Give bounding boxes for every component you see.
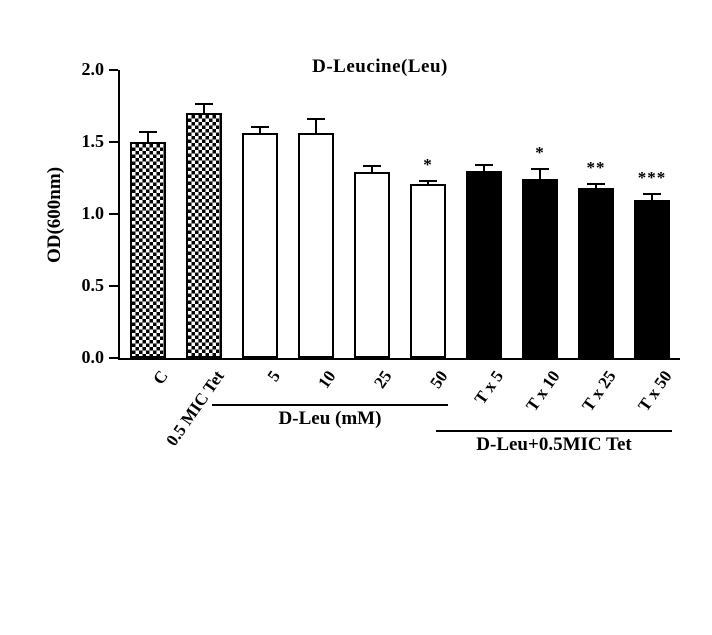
bar xyxy=(242,133,278,358)
error-bar-line xyxy=(259,127,261,133)
chart-title: D-Leucine(Leu) xyxy=(312,56,448,77)
y-tick-label: 0.0 xyxy=(81,347,105,367)
error-bar-line xyxy=(651,194,653,200)
x-tick-label: C xyxy=(148,367,172,388)
error-bar-cap xyxy=(363,165,381,167)
bar xyxy=(522,179,558,358)
x-tick-label: 50 xyxy=(426,367,452,392)
y-tick-label: 1.5 xyxy=(81,131,105,151)
error-bar-cap xyxy=(643,193,661,195)
error-bar-line xyxy=(371,166,373,172)
x-tick-label: 10 xyxy=(314,367,340,392)
y-axis-line xyxy=(118,70,120,358)
group-label: D-Leu+0.5MIC Tet xyxy=(476,434,632,455)
bar xyxy=(354,172,390,358)
bar xyxy=(634,200,670,358)
error-bar-line xyxy=(147,132,149,142)
group-bracket-line xyxy=(436,430,672,432)
error-bar-cap xyxy=(307,118,325,120)
x-tick-label: T x 10 xyxy=(522,367,564,415)
error-bar-line xyxy=(203,104,205,113)
y-tick-label: 1.0 xyxy=(81,203,105,223)
y-tick-mark xyxy=(109,69,118,71)
error-bar-cap xyxy=(475,164,493,166)
significance-marker: * xyxy=(535,143,545,162)
y-tick-mark xyxy=(109,213,118,215)
error-bar-cap xyxy=(419,180,437,182)
x-tick-label: T x 5 xyxy=(471,367,508,408)
bar xyxy=(186,113,222,358)
y-tick-label: 2.0 xyxy=(81,59,105,79)
error-bar-cap xyxy=(195,103,213,105)
y-tick-mark xyxy=(109,141,118,143)
error-bar-cap xyxy=(531,168,549,170)
y-tick-mark xyxy=(109,357,118,359)
error-bar-cap xyxy=(587,183,605,185)
error-bar-cap xyxy=(139,131,157,133)
x-tick-label: T x 25 xyxy=(578,367,620,415)
error-bar-line xyxy=(595,184,597,188)
error-bar-line xyxy=(427,181,429,184)
bar xyxy=(130,142,166,358)
bar xyxy=(298,133,334,358)
x-tick-label: T x 50 xyxy=(634,367,676,415)
error-bar-cap xyxy=(251,126,269,128)
group-label: D-Leu (mM) xyxy=(278,408,382,429)
y-tick-label: 0.5 xyxy=(81,275,105,295)
y-tick-mark xyxy=(109,285,118,287)
significance-marker: *** xyxy=(637,168,667,187)
significance-marker: * xyxy=(423,155,433,174)
significance-marker: ** xyxy=(586,158,606,177)
error-bar-line xyxy=(315,119,317,133)
x-axis-line xyxy=(118,358,680,360)
bar xyxy=(466,171,502,358)
bar xyxy=(410,184,446,358)
x-tick-label: 5 xyxy=(263,367,284,385)
error-bar-line xyxy=(483,165,485,171)
bar xyxy=(578,188,614,358)
error-bar-line xyxy=(539,169,541,179)
x-tick-label: 25 xyxy=(370,367,396,392)
group-bracket-line xyxy=(212,404,448,406)
